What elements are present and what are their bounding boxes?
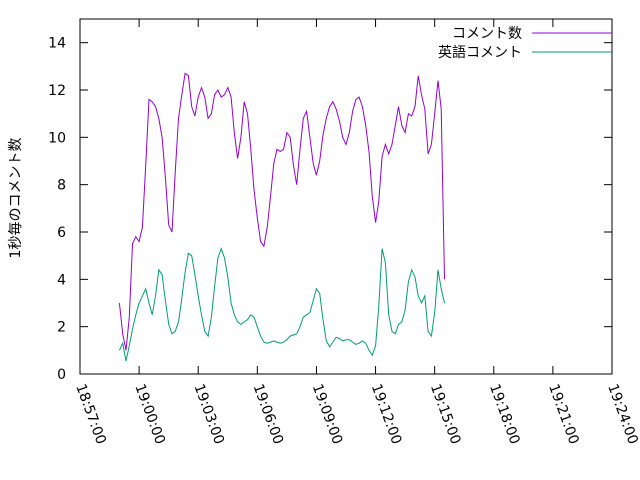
y-tick-label: 10: [48, 130, 66, 146]
legend-label: コメント数: [452, 26, 522, 42]
x-tick-label: 19:06:00: [250, 382, 287, 447]
x-tick-label: 19:12:00: [368, 382, 405, 447]
y-tick-label: 2: [57, 320, 66, 336]
y-tick-label: 0: [57, 367, 66, 383]
x-tick-label: 19:09:00: [309, 382, 346, 447]
legend-label: 英語コメント: [438, 44, 522, 61]
x-tick-label: 19:00:00: [131, 382, 168, 447]
y-axis-label: 1秒毎のコメント数: [8, 138, 24, 259]
x-tick-label: 18:57:00: [72, 382, 109, 447]
y-tick-label: 14: [48, 36, 66, 52]
y-tick-label: 6: [57, 225, 66, 241]
series-line-1: [118, 247, 445, 362]
y-tick-label: 4: [57, 272, 66, 288]
x-tick-label: 19:15:00: [427, 382, 464, 447]
y-tick-label: 8: [57, 178, 66, 194]
x-tick-label: 19:18:00: [486, 382, 523, 447]
x-axis-ticks: 18:57:00 19:00:00 19:03:00 19:06:00 19:09:00…: [72, 19, 640, 446]
x-tick-label: 19:03:00: [190, 382, 227, 447]
y-tick-label: 12: [48, 83, 66, 99]
x-tick-label: 19:21:00: [545, 382, 582, 447]
plot-frame: [79, 18, 613, 375]
series-layer: [118, 72, 445, 362]
y-axis-ticks: 0 2 4 6 8 10 12 14: [48, 36, 612, 383]
plot-border: [79, 18, 613, 375]
x-tick-label: 19:24:00: [604, 382, 640, 447]
series-line-0: [118, 72, 445, 351]
